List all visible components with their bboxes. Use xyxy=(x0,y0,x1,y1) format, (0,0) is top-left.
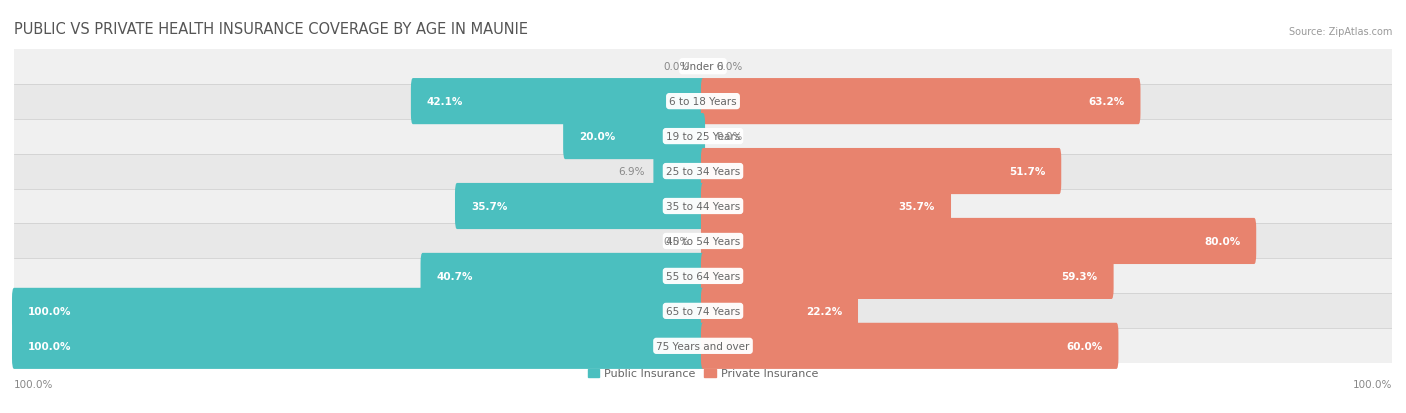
Bar xyxy=(14,329,1392,363)
FancyBboxPatch shape xyxy=(13,288,704,334)
FancyBboxPatch shape xyxy=(702,218,1256,264)
Text: 19 to 25 Years: 19 to 25 Years xyxy=(666,132,740,142)
Bar xyxy=(14,119,1392,154)
Text: 45 to 54 Years: 45 to 54 Years xyxy=(666,236,740,247)
Bar xyxy=(14,294,1392,329)
Text: 75 Years and over: 75 Years and over xyxy=(657,341,749,351)
FancyBboxPatch shape xyxy=(702,183,950,230)
Bar xyxy=(14,259,1392,294)
Text: 100.0%: 100.0% xyxy=(28,306,72,316)
Text: 22.2%: 22.2% xyxy=(806,306,842,316)
Text: 40.7%: 40.7% xyxy=(436,271,472,281)
Text: 0.0%: 0.0% xyxy=(664,236,689,247)
Bar xyxy=(14,84,1392,119)
Text: 42.1%: 42.1% xyxy=(427,97,463,107)
Text: 0.0%: 0.0% xyxy=(717,62,742,72)
Text: Under 6: Under 6 xyxy=(682,62,724,72)
Bar xyxy=(14,189,1392,224)
Text: Source: ZipAtlas.com: Source: ZipAtlas.com xyxy=(1288,27,1392,37)
Text: 20.0%: 20.0% xyxy=(579,132,616,142)
FancyBboxPatch shape xyxy=(702,288,858,334)
FancyBboxPatch shape xyxy=(702,253,1114,299)
FancyBboxPatch shape xyxy=(654,149,704,195)
Text: 100.0%: 100.0% xyxy=(28,341,72,351)
Text: 59.3%: 59.3% xyxy=(1062,271,1098,281)
FancyBboxPatch shape xyxy=(420,253,704,299)
Text: 35 to 44 Years: 35 to 44 Years xyxy=(666,202,740,211)
Text: 35.7%: 35.7% xyxy=(898,202,935,211)
FancyBboxPatch shape xyxy=(702,149,1062,195)
Text: 35.7%: 35.7% xyxy=(471,202,508,211)
Text: 65 to 74 Years: 65 to 74 Years xyxy=(666,306,740,316)
Text: 0.0%: 0.0% xyxy=(664,62,689,72)
Text: 55 to 64 Years: 55 to 64 Years xyxy=(666,271,740,281)
Text: 80.0%: 80.0% xyxy=(1204,236,1240,247)
Text: 63.2%: 63.2% xyxy=(1088,97,1125,107)
FancyBboxPatch shape xyxy=(564,114,704,160)
Text: 6 to 18 Years: 6 to 18 Years xyxy=(669,97,737,107)
FancyBboxPatch shape xyxy=(456,183,704,230)
Legend: Public Insurance, Private Insurance: Public Insurance, Private Insurance xyxy=(583,364,823,383)
Text: 25 to 34 Years: 25 to 34 Years xyxy=(666,166,740,177)
FancyBboxPatch shape xyxy=(702,79,1140,125)
Text: 100.0%: 100.0% xyxy=(14,379,53,389)
Bar xyxy=(14,224,1392,259)
Text: 0.0%: 0.0% xyxy=(717,132,742,142)
Text: 51.7%: 51.7% xyxy=(1010,166,1046,177)
FancyBboxPatch shape xyxy=(702,323,1118,369)
Bar xyxy=(14,50,1392,84)
Text: PUBLIC VS PRIVATE HEALTH INSURANCE COVERAGE BY AGE IN MAUNIE: PUBLIC VS PRIVATE HEALTH INSURANCE COVER… xyxy=(14,22,529,37)
FancyBboxPatch shape xyxy=(13,323,704,369)
Text: 6.9%: 6.9% xyxy=(619,166,645,177)
Text: 60.0%: 60.0% xyxy=(1066,341,1102,351)
FancyBboxPatch shape xyxy=(411,79,704,125)
Bar xyxy=(14,154,1392,189)
Text: 100.0%: 100.0% xyxy=(1353,379,1392,389)
